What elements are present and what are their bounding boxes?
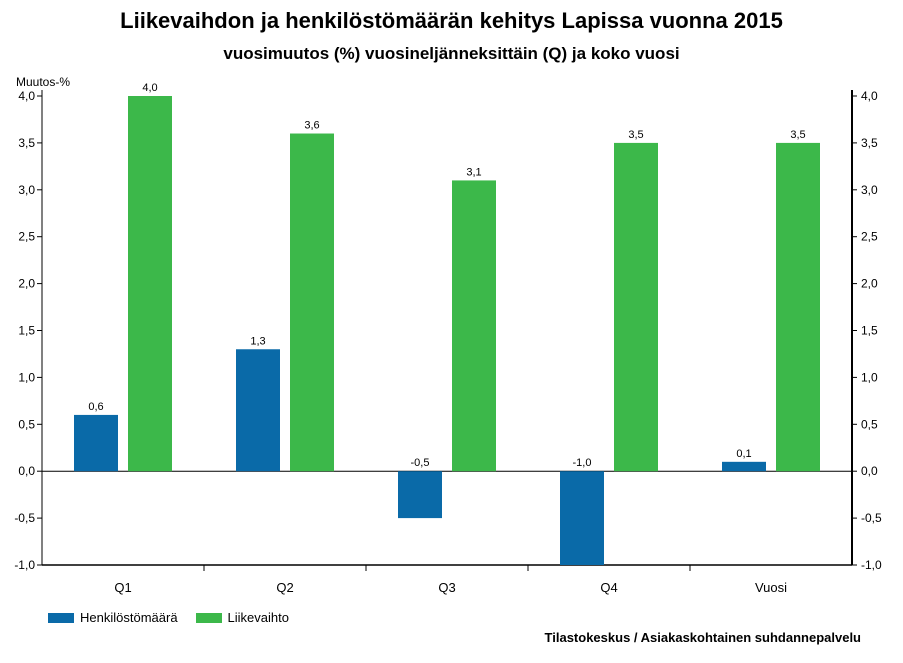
data-label: -1,0 <box>573 457 592 469</box>
bar-henkilostomaara <box>560 471 604 565</box>
y-tick-label-right: 4,0 <box>861 89 878 103</box>
y-tick-label-left: 0,0 <box>18 464 35 478</box>
y-tick-label-right: 3,5 <box>861 136 878 150</box>
y-tick-label-right: 0,5 <box>861 417 878 431</box>
legend-label-henkilostomaara: Henkilöstömäärä <box>80 610 178 625</box>
y-tick-label-right: 1,5 <box>861 324 878 338</box>
y-tick-label-right: 1,0 <box>861 370 878 384</box>
chart-title: Liikevaihdon ja henkilöstömäärän kehitys… <box>120 8 783 33</box>
data-label: 4,0 <box>142 82 157 94</box>
data-label: 3,1 <box>466 166 481 178</box>
x-tick-label: Q4 <box>600 580 617 595</box>
legend-label-liikevaihto: Liikevaihto <box>227 610 289 625</box>
legend-item-liikevaihto: Liikevaihto <box>195 610 289 625</box>
data-label: 3,5 <box>790 129 805 141</box>
y-tick-label-right: 2,0 <box>861 277 878 291</box>
legend: Henkilöstömäärä Liikevaihto <box>48 610 289 625</box>
y-tick-label-left: 4,0 <box>18 89 35 103</box>
y-tick-label-left: 2,5 <box>18 230 35 244</box>
y-tick-label-left: 1,0 <box>18 370 35 384</box>
data-label: 1,3 <box>250 335 265 347</box>
y-tick-label-left: 3,5 <box>18 136 35 150</box>
source-note: Tilastokeskus / Asiakaskohtainen suhdann… <box>544 630 861 645</box>
y-tick-label-right: 3,0 <box>861 183 878 197</box>
y-axis-label: Muutos-% <box>16 75 71 89</box>
y-tick-label-left: -0,5 <box>14 511 35 525</box>
bar-henkilostomaara <box>74 414 118 472</box>
y-tick-label-right: 0,0 <box>861 464 878 478</box>
y-tick-label-left: 3,0 <box>18 183 35 197</box>
bar-henkilostomaara <box>236 349 280 472</box>
data-label: 3,6 <box>304 120 319 132</box>
y-tick-label-left: 0,5 <box>18 417 35 431</box>
chart-subtitle: vuosimuutos (%) vuosineljänneksittäin (Q… <box>223 44 680 63</box>
legend-swatch-henkilostomaara <box>48 612 74 623</box>
bar-liikevaihto <box>614 142 658 472</box>
legend-swatch-liikevaihto <box>195 612 222 623</box>
y-tick-label-right: -1,0 <box>861 558 882 572</box>
x-tick-label: Q2 <box>276 580 293 595</box>
data-label: 3,5 <box>628 129 643 141</box>
bar-liikevaihto <box>128 96 172 472</box>
bar-henkilostomaara <box>722 461 766 472</box>
y-tick-label-left: -1,0 <box>14 558 35 572</box>
y-tick-label-left: 1,5 <box>18 324 35 338</box>
x-tick-label: Q3 <box>438 580 455 595</box>
bar-liikevaihto <box>452 180 496 472</box>
data-label: -0,5 <box>411 457 430 469</box>
bar-liikevaihto <box>776 142 820 472</box>
bar-liikevaihto <box>290 133 334 472</box>
data-label: 0,6 <box>88 401 103 413</box>
x-tick-label: Vuosi <box>755 580 787 595</box>
y-tick-label-right: -0,5 <box>861 511 882 525</box>
data-label: 0,1 <box>736 448 751 460</box>
y-tick-label-left: 2,0 <box>18 277 35 291</box>
y-tick-label-right: 2,5 <box>861 230 878 244</box>
legend-item-henkilostomaara: Henkilöstömäärä <box>48 610 178 625</box>
bar-henkilostomaara <box>398 471 442 519</box>
x-tick-label: Q1 <box>114 580 131 595</box>
